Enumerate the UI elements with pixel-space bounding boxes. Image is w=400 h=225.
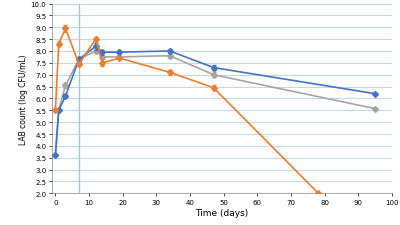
Y-axis label: LAB count (log CFU/mL): LAB count (log CFU/mL) — [19, 54, 28, 144]
X-axis label: Time (days): Time (days) — [195, 208, 249, 217]
